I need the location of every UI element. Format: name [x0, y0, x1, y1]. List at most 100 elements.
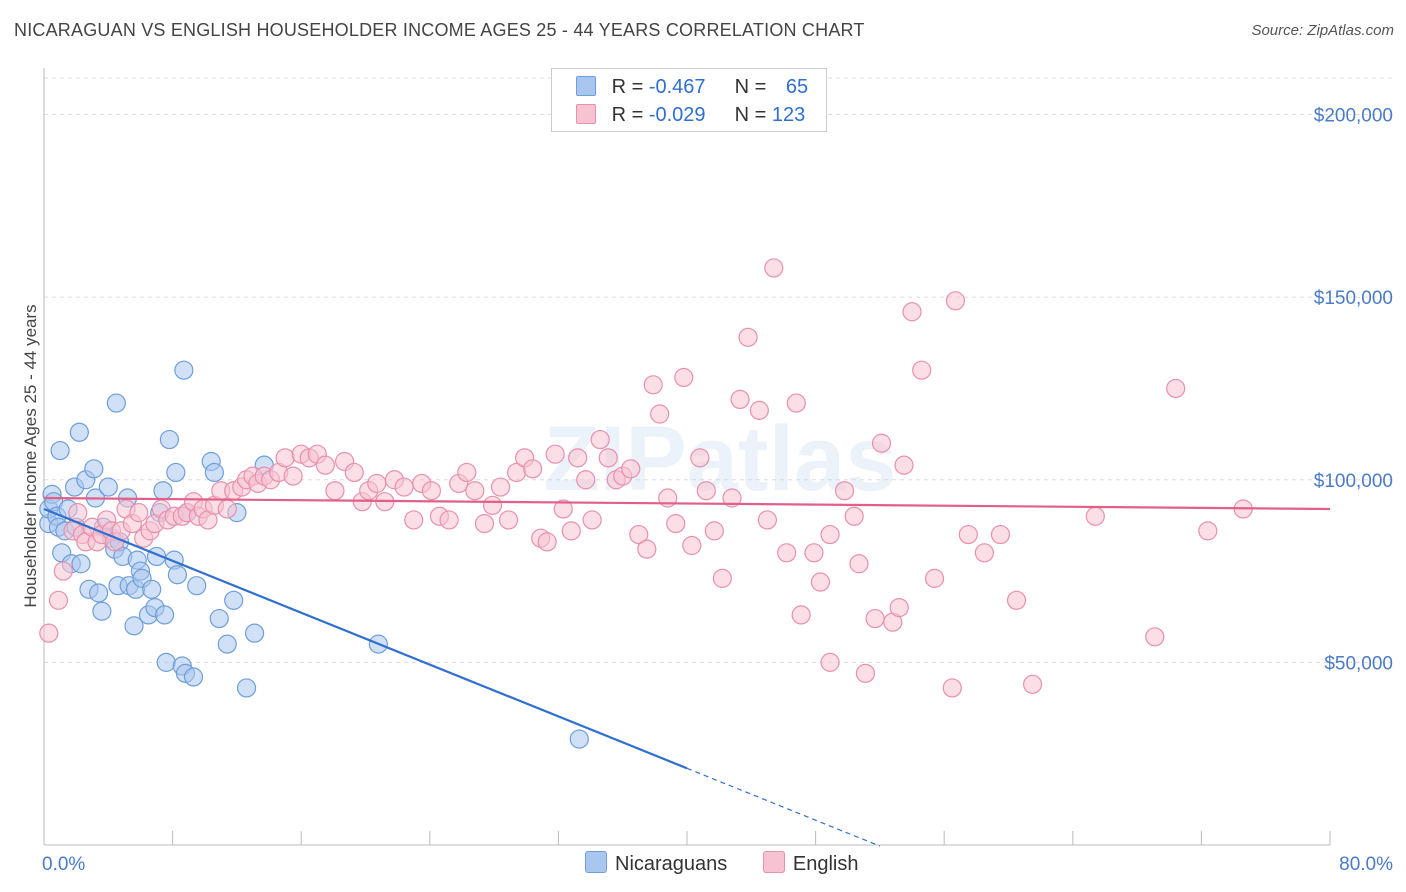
point-english	[537, 532, 557, 552]
point-english	[650, 404, 670, 424]
r-value: -0.029	[648, 104, 706, 126]
point-english	[561, 521, 581, 541]
r-label: R =	[611, 104, 649, 126]
r-value: -0.467	[648, 76, 706, 98]
point-english	[582, 510, 602, 530]
x-tick-label: 0.0%	[42, 854, 85, 875]
point-english	[730, 389, 750, 410]
point-english	[1023, 674, 1043, 694]
point-english	[439, 510, 459, 530]
point-english	[637, 539, 657, 559]
point-english	[871, 433, 892, 453]
point-english	[629, 524, 649, 545]
series-legend: Nicaraguans English	[585, 851, 888, 876]
point-english	[924, 568, 945, 588]
point-english	[674, 367, 694, 388]
point-english	[283, 466, 303, 486]
point-english	[576, 470, 596, 490]
point-english	[48, 590, 69, 610]
point-english	[457, 462, 477, 483]
point-english	[568, 448, 588, 468]
point-english	[974, 543, 994, 563]
point-english	[696, 481, 716, 501]
n-value: 65	[785, 76, 809, 98]
point-english	[621, 459, 641, 479]
legend-item-nicaraguans[interactable]: Nicaraguans	[585, 851, 727, 876]
point-english	[490, 477, 511, 497]
point-nicaraguans	[244, 623, 265, 643]
y-axis-label: Householder Income Ages 25 - 44 years	[21, 304, 40, 607]
point-english	[275, 448, 295, 468]
point-english	[39, 623, 59, 643]
legend-swatch-nicaraguans	[585, 851, 607, 873]
point-english	[482, 495, 503, 515]
point-english	[834, 481, 855, 501]
x-tick-label: 80.0%	[1339, 854, 1393, 875]
point-nicaraguans	[167, 565, 188, 585]
point-english	[1166, 378, 1186, 399]
point-english	[990, 524, 1011, 545]
data-points	[39, 258, 1253, 749]
trend-line-english	[43, 496, 1331, 511]
n-value: 123	[771, 104, 806, 126]
source-label: Source: ZipAtlas.com	[1251, 22, 1394, 39]
point-nicaraguans	[183, 667, 204, 687]
point-nicaraguans	[159, 429, 179, 450]
point-english	[820, 652, 840, 672]
point-english	[889, 597, 909, 618]
point-nicaraguans	[98, 477, 118, 497]
point-english	[777, 543, 797, 563]
point-english	[545, 444, 565, 464]
point-english	[1085, 506, 1105, 526]
point-english	[894, 455, 914, 475]
point-english	[1145, 627, 1165, 647]
point-english	[786, 393, 806, 413]
point-english	[820, 524, 840, 545]
legend-row-english: R = -0.029 N = 123	[576, 104, 805, 127]
legend-swatch-english	[762, 851, 785, 873]
point-nicaraguans	[92, 601, 112, 621]
trend-line-extension	[686, 767, 881, 847]
axes	[43, 68, 1331, 846]
point-english	[498, 510, 519, 530]
point-english	[325, 481, 345, 501]
point-english	[749, 400, 769, 420]
point-english	[682, 535, 702, 556]
y-tick-label: $150,000	[1314, 288, 1393, 309]
point-nicaraguans	[142, 579, 162, 599]
point-english	[855, 663, 876, 683]
trend-lines	[43, 496, 1331, 847]
legend-item-english[interactable]: English	[762, 851, 858, 876]
point-english	[764, 258, 784, 278]
point-english	[722, 488, 742, 508]
point-english	[643, 375, 663, 395]
trend-line-nicaraguans	[43, 507, 688, 770]
point-english	[394, 477, 414, 497]
point-english	[945, 291, 966, 311]
y-tick-label: $200,000	[1314, 106, 1393, 127]
r-label: R =	[611, 76, 649, 98]
point-english	[421, 481, 442, 501]
point-english	[844, 506, 864, 526]
point-nicaraguans	[84, 459, 104, 479]
point-english	[804, 543, 824, 563]
point-nicaraguans	[153, 481, 173, 501]
y-tick-label: $50,000	[1324, 653, 1393, 674]
point-english	[690, 448, 710, 468]
point-english	[404, 510, 424, 530]
n-label: N =	[734, 104, 772, 126]
point-nicaraguans	[106, 393, 126, 413]
point-english	[704, 521, 724, 541]
point-nicaraguans	[187, 576, 207, 596]
stats-legend: R = -0.467 N = 65 R = -0.029 N = 123	[551, 68, 827, 132]
point-english	[810, 572, 831, 592]
point-english	[712, 568, 732, 588]
point-nicaraguans	[156, 652, 176, 672]
point-english	[912, 360, 932, 380]
point-english	[666, 513, 686, 534]
point-nicaraguans	[209, 608, 229, 629]
point-english	[590, 429, 610, 450]
point-nicaraguans	[174, 360, 194, 380]
point-nicaraguans	[236, 678, 257, 698]
